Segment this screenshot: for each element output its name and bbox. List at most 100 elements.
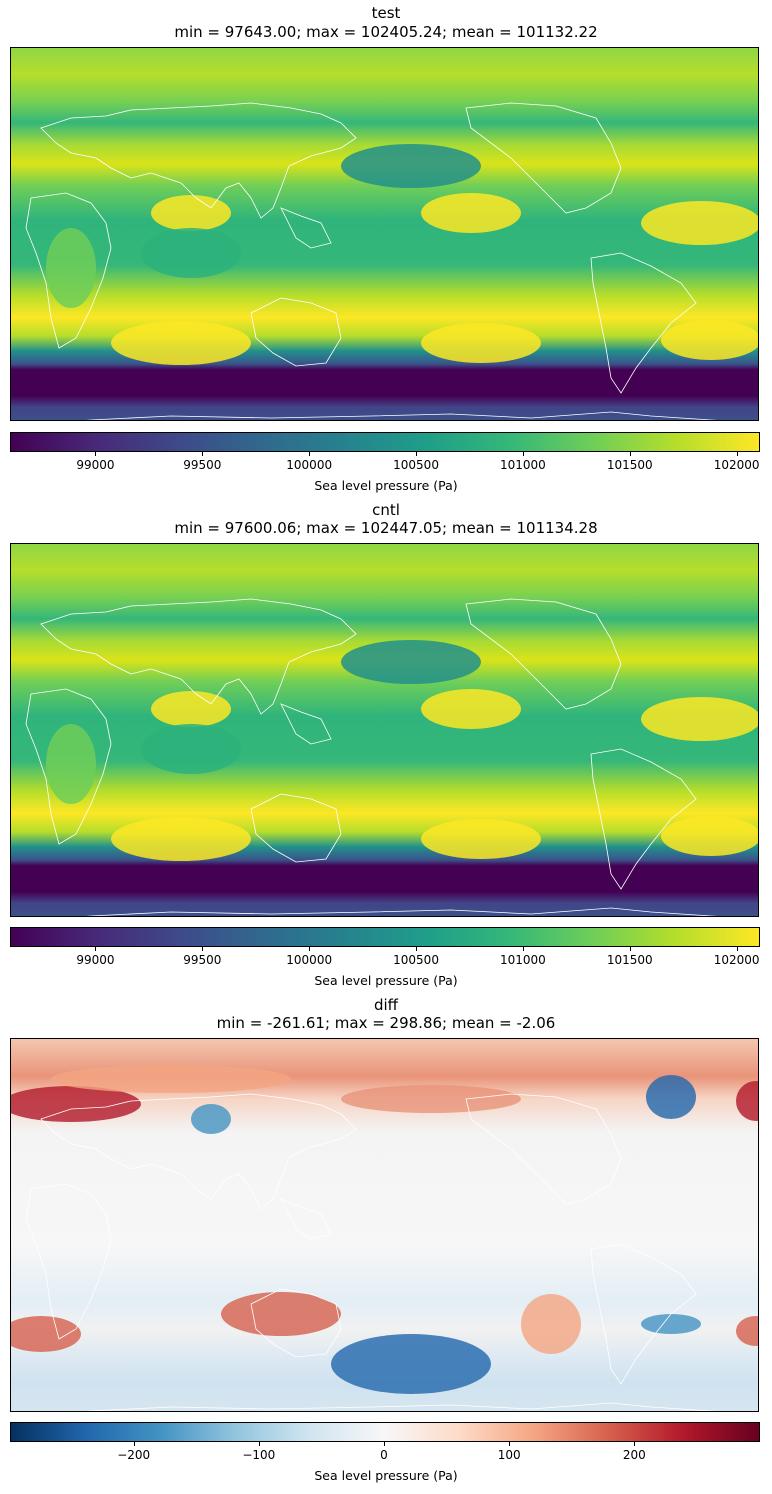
pressure-feature	[111, 817, 251, 861]
pressure-feature	[736, 1081, 758, 1121]
chart-title: diff	[373, 996, 399, 1014]
pressure-feature	[331, 1334, 491, 1394]
coastline	[40, 1093, 357, 1210]
colorbar-ticks: 99000 99500 100000 100500 101000 101500 102000	[10, 947, 760, 969]
colorbar-tick	[95, 947, 97, 951]
colorbar-tick-label: 99500	[183, 458, 222, 472]
colorbar-tick-label: −100	[242, 1448, 276, 1462]
colorbar-fill	[11, 433, 759, 451]
pressure-feature	[341, 144, 481, 188]
colorbar-tick	[629, 947, 631, 951]
colorbar-tick-label: 99000	[76, 953, 115, 967]
colorbar-tick	[629, 452, 631, 456]
colorbar-tick-label: 100500	[393, 953, 439, 967]
pressure-feature	[421, 819, 541, 859]
coastline	[590, 1243, 697, 1385]
chart-subtitle: min = -261.61; max = 298.86; mean = -2.0…	[216, 1014, 556, 1032]
map-canvas	[11, 544, 758, 916]
map-background	[11, 544, 758, 916]
pressure-feature	[661, 320, 758, 360]
pressure-feature	[151, 691, 231, 727]
colorbar-tick	[736, 452, 738, 456]
coastline	[465, 102, 622, 214]
coastline	[250, 793, 342, 863]
pressure-feature	[421, 193, 521, 233]
colorbar-tick-label: 100	[497, 1448, 521, 1462]
coastline	[280, 703, 332, 745]
colorbar-label: Sea level pressure (Pa)	[314, 1468, 458, 1483]
colorbar-tick	[384, 1442, 385, 1446]
colorbar	[10, 432, 760, 452]
colorbar-tick-label: 99500	[183, 953, 222, 967]
colorbar-tick	[202, 452, 204, 456]
coastline	[280, 207, 332, 249]
pressure-feature	[641, 697, 758, 741]
colorbar-tick-label: 101500	[606, 953, 653, 967]
pressure-feature	[11, 1316, 81, 1352]
pressure-feature	[51, 1065, 291, 1093]
coastline	[86, 411, 718, 420]
colorbar-fill	[11, 928, 759, 946]
colorbar-label: Sea level pressure (Pa)	[314, 973, 458, 988]
chart-title: test	[371, 4, 401, 22]
pressure-feature	[521, 1294, 581, 1354]
colorbar-tick	[634, 1442, 636, 1446]
colorbar-tick-label: 99000	[76, 458, 115, 472]
map-background	[11, 48, 758, 420]
coastline	[250, 297, 342, 367]
colorbar-tick	[522, 947, 524, 951]
map-canvas	[11, 1039, 758, 1411]
pressure-feature	[191, 1104, 231, 1134]
colorbar-tick	[416, 947, 418, 951]
coastline	[25, 192, 112, 349]
colorbar-tick	[133, 1442, 135, 1446]
colorbar	[10, 1422, 760, 1442]
coastline	[40, 102, 357, 219]
heatmap-map	[10, 543, 759, 917]
pressure-feature	[736, 1316, 758, 1346]
pressure-feature	[141, 228, 241, 278]
coastline	[25, 688, 112, 845]
colorbar-gradient	[11, 433, 759, 451]
pressure-feature	[151, 195, 231, 231]
chart-subtitle: min = 97600.06; max = 102447.05; mean = …	[174, 519, 598, 537]
coastline	[40, 598, 357, 715]
colorbar-tick-label: 0	[380, 1448, 388, 1462]
pressure-feature	[46, 724, 96, 804]
colorbar-tick-label: 101000	[500, 458, 546, 472]
colorbar	[10, 927, 760, 947]
colorbar-tick-label: 102000	[713, 953, 760, 967]
heatmap-map	[10, 47, 759, 421]
pressure-feature	[421, 689, 521, 729]
coastline	[590, 748, 697, 890]
pressure-feature	[421, 323, 541, 363]
coastline	[465, 598, 622, 710]
colorbar-ticks: −200 −100 0 100 200	[10, 1442, 760, 1464]
colorbar-tick	[309, 452, 311, 456]
colorbar-tick	[258, 1442, 260, 1446]
colorbar-gradient	[11, 1423, 759, 1441]
colorbar-tick	[309, 947, 311, 951]
pressure-feature	[11, 1086, 141, 1122]
chart-subtitle: min = 97643.00; max = 102405.24; mean = …	[174, 23, 598, 41]
colorbar-tick-label: 101000	[500, 953, 546, 967]
colorbar-tick	[509, 1442, 511, 1446]
colorbar-tick	[416, 452, 418, 456]
colorbar-tick-label: 101500	[606, 458, 653, 472]
pressure-feature	[221, 1292, 341, 1336]
colorbar-gradient	[11, 928, 759, 946]
colorbar-tick	[95, 452, 97, 456]
colorbar-tick	[202, 947, 204, 951]
pressure-feature	[46, 228, 96, 308]
colorbar-tick-label: 100500	[393, 458, 439, 472]
chart-title: cntl	[372, 501, 400, 519]
coastline	[86, 907, 718, 916]
coastline	[86, 1402, 718, 1411]
pressure-feature	[641, 201, 758, 245]
pressure-feature	[341, 1085, 521, 1113]
pressure-feature	[111, 321, 251, 365]
colorbar-tick-label: 200	[622, 1448, 646, 1462]
colorbar-tick-label: −200	[117, 1448, 151, 1462]
heatmap-map	[10, 1038, 759, 1412]
pressure-feature	[141, 724, 241, 774]
